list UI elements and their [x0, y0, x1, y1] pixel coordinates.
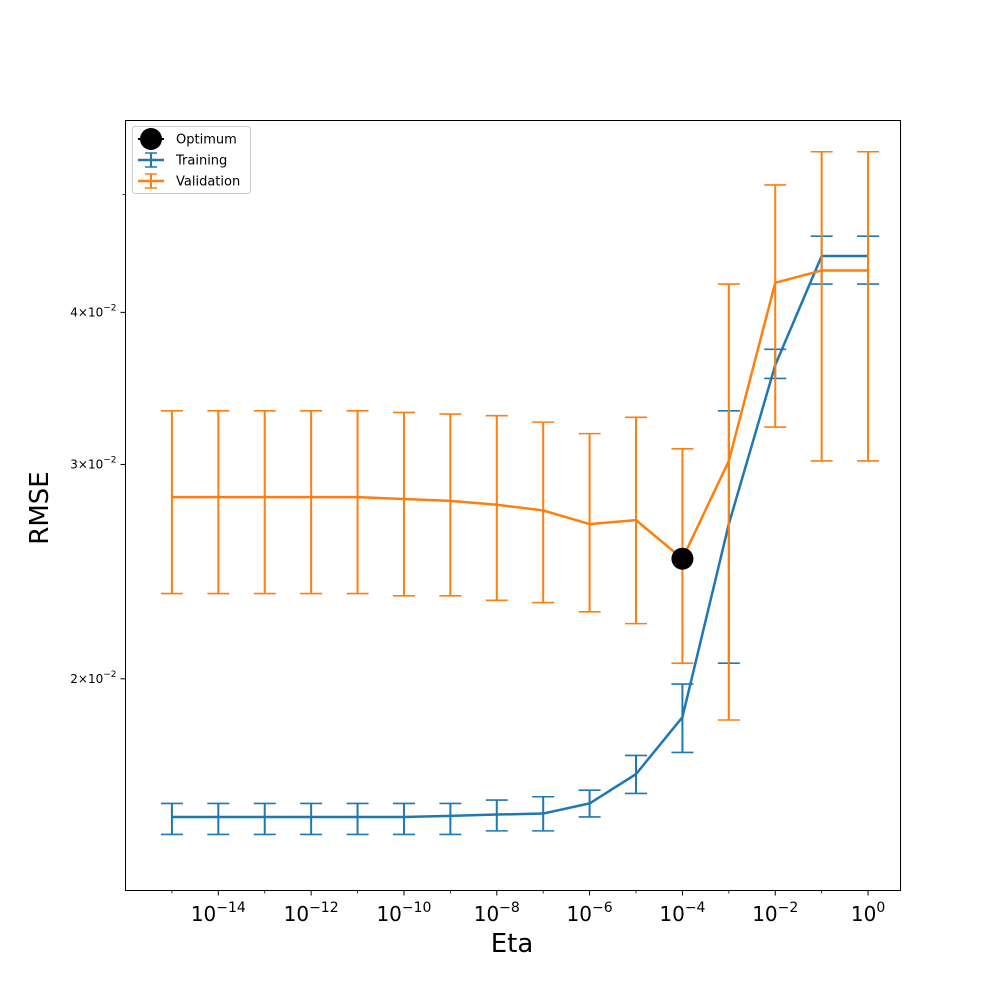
validation-line	[171, 269, 869, 560]
training-line	[171, 254, 869, 819]
legend-entry-optimum: Optimum	[138, 128, 237, 150]
x-tick-label: 10−12	[284, 900, 339, 926]
y-tick-label: 4×10−2	[70, 303, 116, 319]
x-tick-label: 10−2	[752, 900, 798, 926]
validation-series	[160, 150, 880, 721]
x-tick-label: 100	[851, 900, 885, 926]
training-series	[160, 235, 880, 836]
plot-frame	[125, 120, 901, 891]
legend-label-optimum: Optimum	[176, 133, 237, 148]
y-tick-label: 2×10−2	[70, 670, 116, 686]
x-tick-label: 10−8	[474, 900, 520, 926]
y-axis: 2×10−2 3×10−2 4×10−2	[70, 193, 126, 686]
x-axis-title: Eta	[491, 929, 534, 959]
legend-entry-validation: Validation	[138, 173, 240, 190]
legend-swatch-optimum-marker	[140, 128, 162, 150]
x-axis: 10−14 10−12 10−10 10−8 10−6 10−4 10−2 100	[171, 890, 885, 926]
legend-label-validation: Validation	[176, 175, 240, 190]
legend-entry-training: Training	[138, 152, 227, 169]
legend: Optimum Training Validation	[132, 126, 251, 194]
x-tick-label: 10−14	[191, 900, 246, 926]
plot-content	[160, 150, 880, 836]
legend-label-training: Training	[175, 154, 227, 169]
y-axis-title: RMSE	[25, 471, 55, 544]
y-tick-label: 3×10−2	[70, 455, 116, 471]
x-tick-label: 10−6	[567, 900, 613, 926]
legend-frame	[132, 126, 251, 194]
x-tick-label: 10−4	[659, 900, 705, 926]
optimum-marker	[671, 547, 694, 570]
x-tick-label: 10−10	[376, 900, 431, 926]
